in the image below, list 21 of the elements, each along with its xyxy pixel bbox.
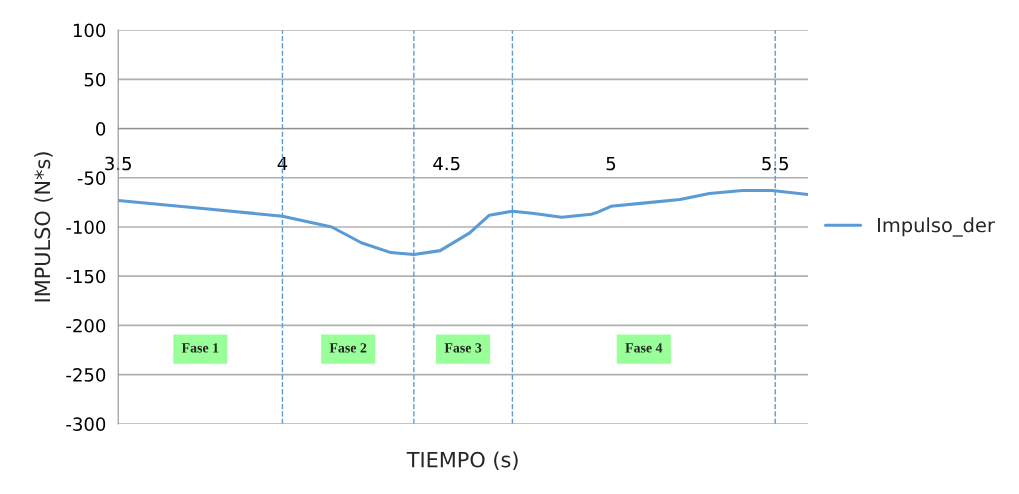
annotation: Fase 3 bbox=[444, 343, 482, 353]
legend-label: Impulso_der bbox=[878, 217, 995, 237]
annotation: Fase 1 bbox=[181, 343, 219, 353]
y-tick-label: 50 bbox=[84, 72, 106, 87]
x-tick-label: 4 bbox=[277, 156, 288, 171]
y-tick-label: 0 bbox=[96, 122, 106, 136]
y-tick-label: -200 bbox=[66, 318, 106, 333]
x-tick-label: 5.5 bbox=[762, 156, 788, 171]
y-tick-label: -150 bbox=[66, 269, 106, 284]
x-tick-label: 4.5 bbox=[433, 156, 460, 171]
y-tick-label: -300 bbox=[66, 417, 106, 431]
y-tick-label: -250 bbox=[66, 368, 106, 382]
annotation: Fase 2 bbox=[329, 343, 367, 353]
x-tick-label: 3.5 bbox=[105, 156, 131, 171]
y-tick-label: 100 bbox=[73, 23, 106, 38]
y-axis-title: IMPULSO (N*s) bbox=[34, 152, 53, 302]
x-axis-title: TIEMPO (s) bbox=[406, 451, 518, 470]
y-tick-label: -50 bbox=[77, 171, 106, 185]
annotation: Fase 4 bbox=[625, 343, 663, 353]
x-tick-label: 5 bbox=[606, 156, 616, 171]
y-tick-label: -100 bbox=[66, 220, 106, 235]
